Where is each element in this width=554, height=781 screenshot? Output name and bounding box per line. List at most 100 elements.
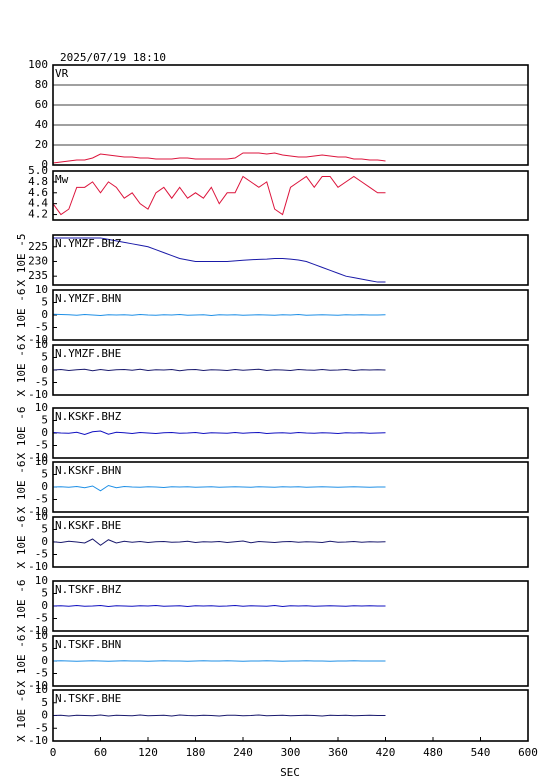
y-tick-label: 10 bbox=[35, 401, 48, 414]
panel-label: N.YMZF.BHE bbox=[55, 347, 121, 360]
y-tick-label: 5 bbox=[41, 587, 48, 600]
trace bbox=[52, 175, 386, 216]
y-tick-label: 0 bbox=[41, 426, 48, 439]
y-tick-label: -10 bbox=[28, 451, 48, 464]
y-tick-label: 4.4 bbox=[28, 197, 48, 210]
y-axis-label: X 10E -6 bbox=[15, 516, 28, 569]
x-tick-label: 180 bbox=[186, 746, 206, 759]
trace bbox=[52, 604, 386, 608]
y-axis-label: X 10E -6 bbox=[15, 635, 28, 688]
y-tick-label: 10 bbox=[35, 283, 48, 296]
y-tick-label: 10 bbox=[35, 338, 48, 351]
y-tick-label: 5.0 bbox=[28, 164, 48, 177]
panel-label: N.TSKF.BHE bbox=[55, 692, 121, 705]
x-tick-label: 540 bbox=[471, 746, 491, 759]
y-tick-label: 235 bbox=[28, 269, 48, 282]
trace bbox=[52, 152, 386, 164]
x-tick-label: 240 bbox=[233, 746, 253, 759]
panel-frame bbox=[52, 689, 529, 742]
y-tick-label: 0 bbox=[41, 599, 48, 612]
y-tick-label: -10 bbox=[28, 560, 48, 573]
trace bbox=[52, 368, 386, 372]
y-tick-label: 4.8 bbox=[28, 175, 48, 188]
y-tick-label: 10 bbox=[35, 629, 48, 642]
trace bbox=[52, 660, 386, 662]
x-tick-label: 120 bbox=[138, 746, 158, 759]
y-tick-label: 4.6 bbox=[28, 186, 48, 199]
y-tick-label: 20 bbox=[35, 138, 48, 151]
y-axis-label: X 10E -6 bbox=[15, 344, 28, 397]
y-axis-label: X 10E -6 bbox=[15, 289, 28, 342]
y-axis-label: X 10E -6 bbox=[15, 461, 28, 514]
y-tick-label: -10 bbox=[28, 734, 48, 747]
panel-frame bbox=[52, 407, 529, 459]
panel-label: N.YMZF.BHN bbox=[55, 292, 121, 305]
panel-frame bbox=[52, 344, 529, 396]
y-axis-label: X 10E -6 bbox=[15, 689, 28, 742]
panel-label: Mw bbox=[55, 173, 69, 186]
y-tick-label: -5 bbox=[35, 376, 48, 389]
panel-frame bbox=[52, 170, 529, 221]
panel-label: N.YMZF.BHZ bbox=[55, 237, 122, 250]
trace bbox=[53, 237, 386, 283]
y-tick-label: 5 bbox=[41, 351, 48, 364]
trace bbox=[52, 714, 386, 717]
y-tick-label: -10 bbox=[28, 388, 48, 401]
y-tick-label: 4.2 bbox=[28, 208, 48, 221]
y-tick-label: 5 bbox=[41, 296, 48, 309]
y-tick-label: 40 bbox=[35, 118, 48, 131]
x-tick-label: 60 bbox=[94, 746, 107, 759]
y-tick-label: 5 bbox=[41, 696, 48, 709]
y-tick-label: -5 bbox=[35, 548, 48, 561]
y-tick-label: -5 bbox=[35, 321, 48, 334]
y-tick-label: 5 bbox=[41, 414, 48, 427]
panel-frame bbox=[52, 289, 529, 341]
y-tick-label: 0 bbox=[41, 535, 48, 548]
panel-label: N.TSKF.BHN bbox=[55, 638, 121, 651]
trace bbox=[52, 484, 386, 492]
x-tick-label: 360 bbox=[328, 746, 348, 759]
y-axis-label: X 10E -5 bbox=[15, 234, 28, 287]
panel-label: VR bbox=[55, 67, 69, 80]
y-tick-label: 0 bbox=[41, 709, 48, 722]
y-tick-label: -10 bbox=[28, 624, 48, 637]
x-axis-label: SEC bbox=[280, 766, 300, 779]
y-tick-label: 0 bbox=[41, 158, 48, 171]
panel-frame bbox=[52, 234, 529, 286]
x-tick-label: 420 bbox=[376, 746, 396, 759]
y-tick-label: 0 bbox=[41, 363, 48, 376]
panel-label: N.KSKF.BHZ bbox=[55, 410, 122, 423]
y-tick-label: -5 bbox=[35, 439, 48, 452]
panel-frame bbox=[52, 516, 529, 568]
y-tick-label: -5 bbox=[35, 612, 48, 625]
trace bbox=[52, 430, 386, 436]
y-tick-label: 60 bbox=[35, 98, 48, 111]
y-tick-label: 0 bbox=[41, 654, 48, 667]
y-tick-label: 230 bbox=[28, 254, 48, 267]
y-tick-label: -10 bbox=[28, 333, 48, 346]
panel-label: N.KSKF.BHN bbox=[55, 464, 121, 477]
y-axis-label: X 10E -6 bbox=[15, 407, 28, 460]
trace bbox=[52, 538, 386, 546]
panel-label: N.KSKF.BHE bbox=[55, 519, 121, 532]
y-tick-label: -10 bbox=[28, 679, 48, 692]
chart-title: 2025/07/19 18:10 bbox=[60, 51, 166, 64]
panel-frame bbox=[52, 461, 529, 513]
y-tick-label: 10 bbox=[35, 510, 48, 523]
x-tick-label: 0 bbox=[50, 746, 57, 759]
y-tick-label: -5 bbox=[35, 721, 48, 734]
y-tick-label: -5 bbox=[35, 667, 48, 680]
y-tick-label: 100 bbox=[28, 58, 48, 71]
trace bbox=[52, 313, 386, 317]
y-tick-label: 5 bbox=[41, 642, 48, 655]
y-tick-label: 10 bbox=[35, 683, 48, 696]
x-tick-label: 300 bbox=[281, 746, 301, 759]
y-tick-label: 80 bbox=[35, 78, 48, 91]
y-tick-label: -5 bbox=[35, 493, 48, 506]
panel-frame bbox=[52, 580, 529, 632]
panel-frame bbox=[52, 635, 529, 687]
panel-frame bbox=[52, 64, 529, 166]
panel-label: N.TSKF.BHZ bbox=[55, 583, 122, 596]
x-tick-label: 600 bbox=[518, 746, 538, 759]
